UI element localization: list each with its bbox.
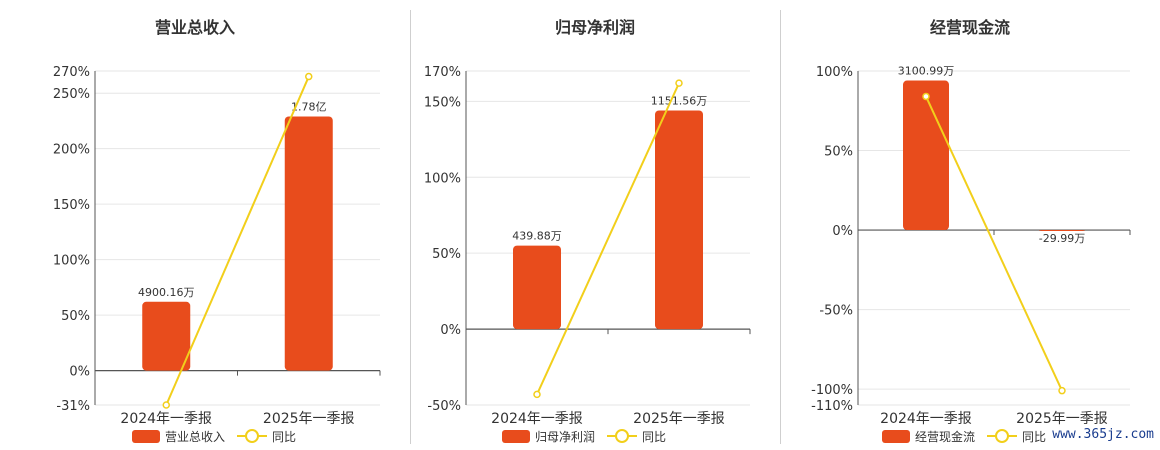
- legend-bar-label: 营业总收入: [165, 429, 226, 444]
- legend: 营业总收入 同比: [132, 428, 296, 444]
- panel-divider: [780, 10, 781, 444]
- yoy-point: [162, 401, 170, 409]
- panel-divider: [410, 10, 411, 444]
- y-tick-label: 270%: [53, 65, 90, 80]
- bar-data-label: 1.78亿: [291, 100, 327, 113]
- legend-line-label: 同比: [1022, 429, 1047, 444]
- y-tick-label: 50%: [824, 145, 853, 160]
- chart-title: 经营现金流: [929, 18, 1010, 37]
- bar: [513, 245, 561, 330]
- x-category-label: 2025年一季报: [633, 411, 725, 427]
- x-category-label: 2024年一季报: [880, 411, 972, 427]
- bar-data-label: -29.99万: [1039, 232, 1085, 245]
- chart-panel-cash-flow: 经营现金流 100% 50% 0% -50% -100% -110% 3100.99万 -29…: [780, 0, 1160, 450]
- legend-line-label: 同比: [642, 429, 667, 444]
- y-tick-label: -110%: [811, 399, 853, 414]
- yoy-point: [305, 72, 313, 81]
- bar: [142, 301, 191, 371]
- yoy-point: [922, 92, 930, 101]
- chart-cash-flow-svg: 100% 50% 0% -50% -100%-110% 3100.99万 -29.99万 20…: [811, 65, 1131, 427]
- y-tick-label: -50%: [819, 304, 853, 319]
- x-category-label: 2025年一季报: [263, 411, 355, 427]
- y-tick-label: 100%: [816, 65, 853, 80]
- y-tick-label: -50%: [427, 399, 461, 414]
- yoy-point: [533, 390, 541, 399]
- y-tick-label: 50%: [61, 309, 90, 324]
- bar: [903, 80, 949, 231]
- chart-net-profit-svg: 170% 150% 100% 50% 0% -50% 439.88万 1151.56万 2024…: [424, 65, 751, 427]
- y-tick-label: 150%: [424, 95, 461, 110]
- watermark: www.365jz.com: [1052, 427, 1154, 442]
- yoy-line: [925, 96, 1063, 392]
- y-tick-label: 100%: [53, 254, 90, 269]
- y-tick-label: 100%: [424, 171, 461, 186]
- legend-line-swatch: [607, 429, 638, 443]
- bar-data-label: 3100.99万: [898, 65, 955, 78]
- legend-bar-swatch: [132, 429, 160, 443]
- chart-panel-revenue: 营业总收入 270% 250% 200% 150% 100% 50% 0% -31% 4900.…: [0, 0, 390, 450]
- bar: [1039, 230, 1085, 232]
- bar: [655, 110, 703, 330]
- bar: [284, 116, 333, 371]
- y-tick-label: -31%: [56, 399, 90, 414]
- yoy-point: [675, 79, 683, 87]
- bar-data-label: 4900.16万: [138, 286, 195, 299]
- y-tick-label: 250%: [53, 87, 90, 102]
- chart-title: 归母净利润: [554, 18, 635, 37]
- legend-bar-swatch: [502, 429, 530, 443]
- bar-data-label: 1151.56万: [651, 94, 708, 107]
- y-tick-label: 0%: [69, 365, 90, 380]
- chart-revenue-svg: 270% 250% 200% 150% 100% 50% 0% -31% 4900.16万 1.7…: [53, 65, 381, 427]
- chart-title: 营业总收入: [154, 18, 235, 37]
- y-tick-label: 150%: [53, 198, 90, 213]
- legend: 归母净利润 同比: [502, 428, 666, 444]
- yoy-point: [1058, 386, 1066, 395]
- y-tick-label: -100%: [811, 383, 853, 398]
- yoy-line: [165, 76, 310, 406]
- chart-panel-net-profit: 归母净利润 170% 150% 100% 50% 0% -50% 439.88万 1151.5…: [410, 0, 780, 450]
- legend-bar-label: 经营现金流: [915, 429, 976, 444]
- y-tick-label: 200%: [53, 143, 90, 158]
- y-tick-label: 50%: [432, 247, 461, 262]
- legend-bar-swatch: [882, 429, 910, 443]
- legend-line-swatch: [987, 429, 1018, 443]
- x-category-label: 2024年一季报: [491, 411, 583, 427]
- bar-data-label: 439.88万: [512, 230, 562, 243]
- legend-bar-label: 归母净利润: [535, 429, 596, 444]
- y-tick-label: 0%: [440, 323, 461, 338]
- yoy-line: [536, 82, 680, 395]
- x-category-label: 2025年一季报: [1016, 411, 1108, 427]
- legend: 经营现金流 同比: [882, 428, 1046, 444]
- legend-line-swatch: [237, 429, 268, 443]
- legend-line-label: 同比: [272, 429, 297, 444]
- y-tick-label: 0%: [832, 224, 853, 239]
- y-tick-label: 170%: [424, 65, 461, 80]
- x-category-label: 2024年一季报: [120, 411, 212, 427]
